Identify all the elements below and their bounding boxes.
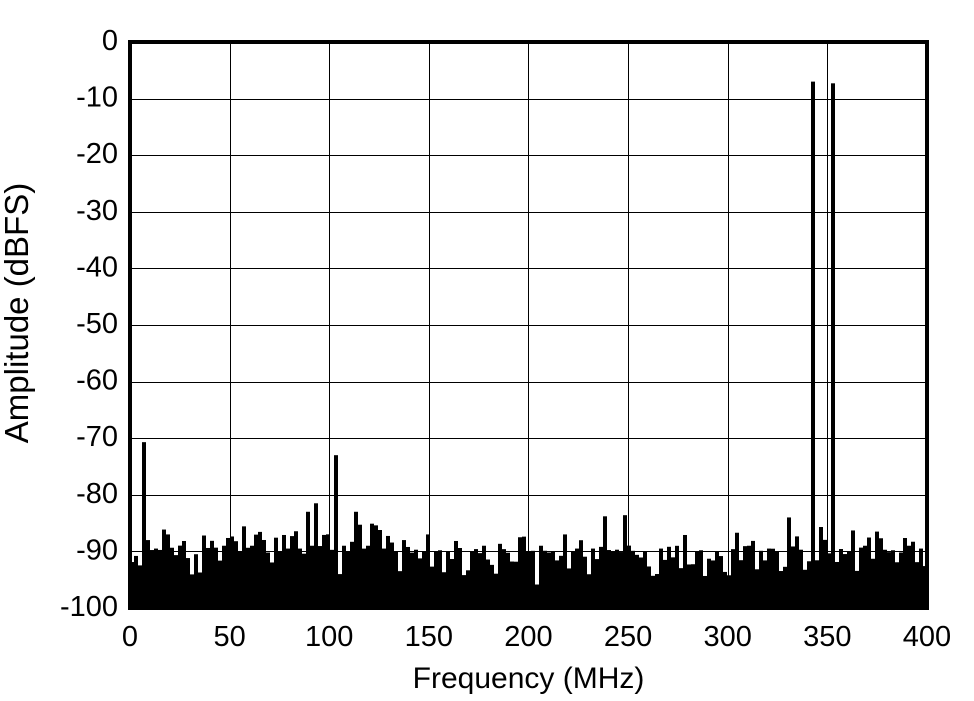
svg-text:400: 400	[903, 621, 951, 653]
svg-text:250: 250	[604, 621, 652, 653]
svg-text:200: 200	[504, 621, 552, 653]
svg-text:Frequency (MHz): Frequency (MHz)	[413, 662, 645, 695]
svg-text:-20: -20	[76, 138, 118, 170]
svg-text:-80: -80	[76, 478, 118, 510]
svg-text:-40: -40	[76, 251, 118, 283]
svg-text:-30: -30	[76, 195, 118, 227]
svg-text:350: 350	[803, 621, 851, 653]
svg-text:-90: -90	[76, 534, 118, 566]
svg-text:0: 0	[102, 25, 118, 57]
svg-text:100: 100	[305, 621, 353, 653]
svg-text:50: 50	[213, 621, 245, 653]
svg-text:-100: -100	[60, 591, 118, 623]
svg-text:-50: -50	[76, 308, 118, 340]
svg-text:-10: -10	[76, 82, 118, 114]
svg-text:Amplitude (dBFS): Amplitude (dBFS)	[0, 183, 35, 443]
svg-text:0: 0	[122, 621, 138, 653]
svg-text:150: 150	[405, 621, 453, 653]
svg-text:-70: -70	[76, 421, 118, 453]
svg-text:300: 300	[704, 621, 752, 653]
svg-text:-60: -60	[76, 365, 118, 397]
